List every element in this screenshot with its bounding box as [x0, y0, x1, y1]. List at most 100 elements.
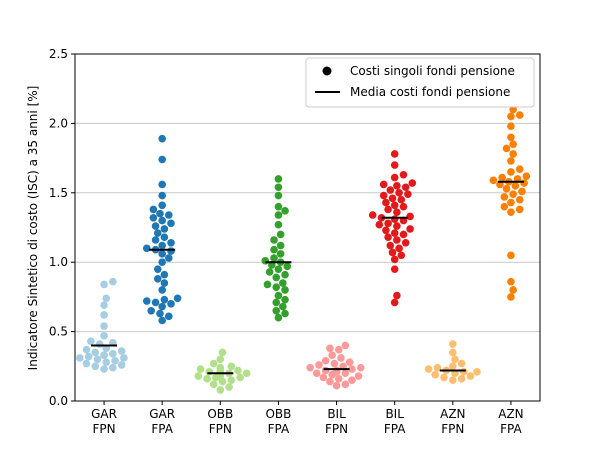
data-point	[390, 161, 399, 169]
y-tick-label: 1.0	[49, 255, 68, 269]
data-point	[76, 354, 84, 362]
data-point	[276, 250, 285, 258]
legend-point-marker	[322, 66, 332, 76]
data-point	[326, 377, 334, 386]
data-point	[384, 233, 392, 242]
data-point	[164, 211, 173, 219]
data-point	[167, 300, 175, 308]
data-point	[522, 172, 531, 180]
data-point	[520, 179, 528, 187]
data-point	[160, 279, 169, 287]
x-tick-label: GAR	[91, 407, 117, 421]
data-point	[507, 293, 515, 301]
data-point	[399, 170, 408, 179]
data-point	[196, 365, 205, 373]
data-point	[158, 316, 166, 325]
x-tick-label: OBB	[207, 407, 233, 421]
data-point	[82, 345, 91, 354]
data-point	[401, 238, 410, 247]
data-point	[160, 295, 169, 304]
data-point	[167, 219, 175, 228]
data-point	[321, 366, 330, 375]
data-point	[509, 190, 517, 198]
data-point	[281, 286, 289, 294]
y-tick-label: 1.5	[49, 186, 68, 200]
data-point	[102, 294, 111, 303]
x-tick-label: AZN	[498, 407, 523, 421]
data-point	[382, 198, 390, 207]
data-point	[156, 309, 164, 318]
data-point	[203, 374, 211, 383]
x-tick-label: BIL	[327, 407, 346, 421]
data-point	[397, 251, 406, 260]
mean-lines	[91, 180, 524, 375]
data-point	[95, 340, 104, 348]
data-point	[397, 195, 406, 204]
data-point	[399, 202, 408, 211]
data-point	[384, 205, 392, 214]
data-point	[408, 179, 417, 187]
data-point	[93, 355, 102, 364]
data-point	[460, 368, 468, 376]
y-tick-label: 2.5	[49, 47, 68, 61]
data-point	[395, 244, 403, 253]
data-point	[328, 351, 336, 360]
data-point	[100, 322, 108, 330]
data-point	[393, 182, 401, 190]
data-point	[306, 363, 314, 372]
data-point	[390, 298, 399, 307]
data-point	[276, 230, 285, 239]
data-point	[158, 180, 166, 189]
data-point	[272, 298, 281, 307]
data-point	[332, 381, 341, 390]
data-point	[507, 133, 515, 142]
data-point	[440, 373, 448, 382]
data-point	[356, 363, 365, 372]
data-point	[377, 213, 386, 222]
data-point	[433, 363, 442, 372]
data-point	[158, 201, 166, 210]
data-point	[261, 257, 270, 265]
x-tick-label: FPN	[441, 422, 464, 436]
data-point	[91, 362, 100, 371]
x-tick-label: BIL	[385, 407, 404, 421]
data-point	[393, 236, 401, 244]
data-point	[390, 215, 399, 223]
y-tick-label: 0.0	[49, 394, 68, 408]
data-point	[173, 294, 182, 303]
data-point	[451, 355, 459, 364]
data-point	[272, 283, 281, 291]
data-point	[390, 150, 399, 158]
data-point	[272, 273, 281, 282]
axes	[74, 53, 541, 402]
data-point	[424, 365, 433, 373]
data-point	[399, 230, 408, 239]
data-point	[87, 337, 95, 346]
data-point	[156, 209, 164, 218]
data-point	[404, 190, 412, 198]
plot-frame	[74, 53, 541, 402]
data-point	[216, 355, 225, 364]
data-point	[449, 340, 457, 348]
data-point	[158, 250, 166, 258]
data-point	[109, 350, 117, 358]
data-point	[348, 376, 356, 384]
data-point	[274, 291, 283, 300]
x-tick-label: FPA	[500, 422, 522, 436]
data-point	[147, 306, 155, 315]
data-point	[489, 176, 498, 185]
data-point	[153, 229, 162, 237]
data-point	[382, 226, 390, 235]
data-point	[393, 291, 401, 300]
data-point	[354, 372, 363, 380]
data-point	[158, 216, 166, 225]
data-point	[315, 361, 323, 369]
data-point	[160, 270, 169, 279]
data-point	[341, 380, 350, 389]
data-point	[281, 270, 289, 279]
data-point	[509, 140, 517, 149]
data-point	[388, 248, 397, 257]
data-point	[502, 144, 511, 153]
data-point	[216, 386, 225, 394]
